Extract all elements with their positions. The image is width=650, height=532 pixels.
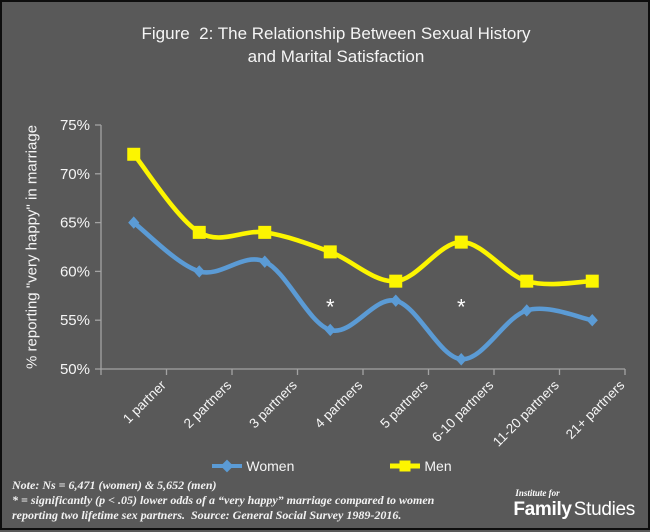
significance-asterisk: * [326, 295, 335, 320]
men-marker [454, 235, 468, 249]
women-marker [390, 294, 402, 307]
women-marker [521, 304, 533, 317]
women-series-marker-icon [212, 459, 243, 474]
women-marker [324, 323, 336, 337]
men-marker [585, 274, 599, 288]
x-category-label: 2 partners [181, 377, 235, 431]
men-marker [258, 225, 272, 239]
logo-studies: Studies [573, 499, 636, 520]
figure-title-line1: Figure 2: The Relationship Between Sexua… [141, 24, 531, 43]
x-category-label: 5 partners [377, 377, 431, 431]
footnote-line-1: Note: Ns = 6,471 (women) & 5,652 (men) [12, 478, 217, 492]
footnote: Note: Ns = 6,471 (women) & 5,652 (men) *… [12, 478, 434, 523]
y-tick-label: 60% [60, 263, 90, 280]
men-series-line [131, 151, 595, 287]
women-marker [586, 314, 598, 327]
x-category-label: 4 partners [312, 377, 366, 431]
figure-title-line2: and Marital Satisfaction [247, 46, 425, 66]
men-series-marker-icon [390, 459, 421, 474]
legend-label-men: Men [424, 458, 452, 474]
legend-item-men: Men [390, 458, 452, 474]
x-category-label: 6-10 partners [429, 377, 497, 445]
y-tick-label: 55% [60, 312, 90, 329]
footnote-line-2: * = significantly (p < .05) lower odds o… [12, 493, 435, 507]
chart-legend: Women Men [2, 458, 648, 474]
x-category-label: 1 partner [120, 377, 169, 426]
men-marker [127, 147, 141, 161]
x-category-label: 21+ partners [563, 377, 628, 442]
legend-item-women: Women [212, 458, 294, 474]
x-category-label: 3 partners [246, 377, 300, 431]
men-marker [192, 225, 206, 239]
y-tick-label: 75% [60, 117, 90, 134]
men-marker [520, 274, 534, 288]
x-category-label: 11-20 partners [490, 377, 562, 449]
significance-asterisk: * [457, 295, 466, 320]
figure-title: Figure 2: The Relationship Between Sexua… [2, 23, 648, 69]
men-marker [323, 245, 337, 259]
y-tick-label: 65% [60, 215, 90, 232]
women-marker [259, 255, 271, 268]
logo-family-studies: Family Studies [513, 500, 635, 519]
men-marker [389, 274, 403, 288]
ifs-logo: Institute for Family Studies [513, 488, 635, 520]
logo-family: Family [513, 499, 572, 520]
women-marker [193, 265, 205, 278]
y-tick-label: 50% [60, 361, 90, 378]
women-marker [455, 353, 467, 366]
women-marker [128, 216, 140, 229]
footnote-line-3: reporting two lifetime sex partners. Sou… [12, 508, 402, 522]
logo-institute-for: Institute for [515, 488, 560, 498]
women-series-line [131, 220, 595, 362]
legend-label-women: Women [246, 458, 295, 474]
y-tick-label: 70% [60, 166, 90, 183]
